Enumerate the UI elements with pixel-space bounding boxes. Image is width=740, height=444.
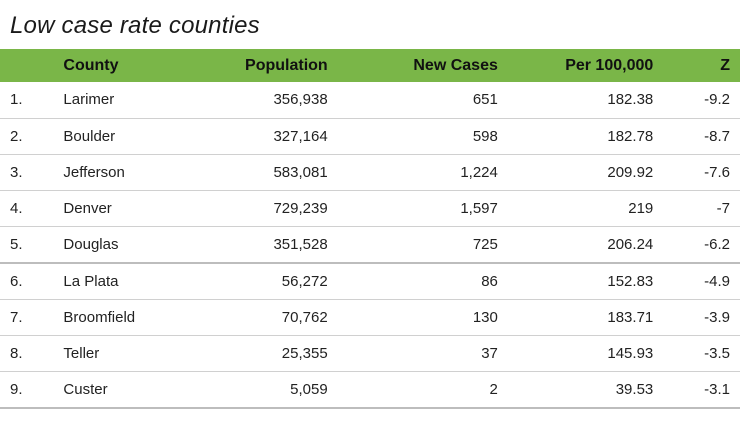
new-cases-cell: 598 <box>472 127 498 145</box>
rank-cell: 4. <box>10 200 23 218</box>
z-cell: -8.7 <box>704 127 730 145</box>
new-cases-cell: 130 <box>472 308 498 326</box>
population-cell: 25,355 <box>281 344 328 362</box>
county-cell: Jefferson <box>63 163 125 181</box>
population-cell: 729,239 <box>273 200 328 218</box>
rank-cell: 8. <box>10 344 23 362</box>
z-cell: -4.9 <box>704 272 730 290</box>
rank-cell: 2. <box>10 127 23 145</box>
new-cases-cell: 725 <box>472 236 498 254</box>
population-cell: 583,081 <box>273 163 328 181</box>
county-cell: Denver <box>63 200 112 218</box>
table-header-row: County Population New Cases Per 100,000 … <box>0 49 740 82</box>
population-cell: 356,938 <box>273 91 328 109</box>
per-100000-cell: 145.93 <box>607 344 654 362</box>
table-row: 4. Denver 729,239 1,597 219 -7 <box>0 191 740 227</box>
column-header-z: Z <box>720 56 730 74</box>
new-cases-cell: 2 <box>489 380 498 398</box>
column-header-per-100000: Per 100,000 <box>565 56 654 74</box>
rank-cell: 7. <box>10 308 23 326</box>
z-cell: -9.2 <box>704 91 730 109</box>
rank-cell: 6. <box>10 272 23 290</box>
per-100000-cell: 206.24 <box>607 236 654 254</box>
new-cases-cell: 651 <box>472 91 498 109</box>
per-100000-cell: 152.83 <box>607 272 654 290</box>
table-row: 9. Custer 5,059 2 39.53 -3.1 <box>0 372 740 408</box>
table-title: Low case rate counties <box>10 12 260 39</box>
per-100000-cell: 182.38 <box>607 91 654 109</box>
population-cell: 5,059 <box>290 380 328 398</box>
county-cell: Boulder <box>63 127 116 145</box>
table-row: 2. Boulder 327,164 598 182.78 -8.7 <box>0 118 740 155</box>
column-header-population: Population <box>245 56 328 74</box>
county-cell: La Plata <box>63 272 119 290</box>
table-row: 1. Larimer 356,938 651 182.38 -9.2 <box>0 82 740 119</box>
per-100000-cell: 39.53 <box>615 380 654 398</box>
z-cell: -3.9 <box>704 308 730 326</box>
county-table: County Population New Cases Per 100,000 … <box>0 49 740 409</box>
new-cases-cell: 37 <box>481 344 498 362</box>
per-100000-cell: 182.78 <box>607 127 654 145</box>
table-row: 8. Teller 25,355 37 145.93 -3.5 <box>0 335 740 372</box>
population-cell: 56,272 <box>281 272 328 290</box>
rank-cell: 3. <box>10 163 23 181</box>
z-cell: -3.1 <box>704 380 730 398</box>
per-100000-cell: 209.92 <box>607 163 654 181</box>
table-row: 5. Douglas 351,528 725 206.24 -6.2 <box>0 227 740 263</box>
new-cases-cell: 1,597 <box>460 200 498 218</box>
population-cell: 327,164 <box>273 127 328 145</box>
per-100000-cell: 219 <box>628 200 654 218</box>
z-cell: -3.5 <box>704 344 730 362</box>
z-cell: -7.6 <box>704 163 730 181</box>
rank-cell: 5. <box>10 236 23 254</box>
population-cell: 70,762 <box>281 308 328 326</box>
per-100000-cell: 183.71 <box>607 308 654 326</box>
rank-cell: 9. <box>10 380 23 398</box>
new-cases-cell: 86 <box>481 272 498 290</box>
table-row: 3. Jefferson 583,081 1,224 209.92 -7.6 <box>0 154 740 191</box>
z-cell: -7 <box>716 200 730 218</box>
column-header-county: County <box>63 56 119 74</box>
table-row: 6. La Plata 56,272 86 152.83 -4.9 <box>0 263 740 300</box>
rank-cell: 1. <box>10 91 23 109</box>
new-cases-cell: 1,224 <box>460 163 498 181</box>
county-cell: Broomfield <box>63 308 136 326</box>
z-cell: -6.2 <box>704 236 730 254</box>
county-cell: Custer <box>63 380 108 398</box>
population-cell: 351,528 <box>273 236 328 254</box>
county-cell: Larimer <box>63 91 115 109</box>
column-header-new-cases: New Cases <box>413 56 498 74</box>
county-cell: Teller <box>63 344 100 362</box>
county-cell: Douglas <box>63 236 119 254</box>
table-row: 7. Broomfield 70,762 130 183.71 -3.9 <box>0 299 740 336</box>
column-header-rank <box>0 49 63 82</box>
